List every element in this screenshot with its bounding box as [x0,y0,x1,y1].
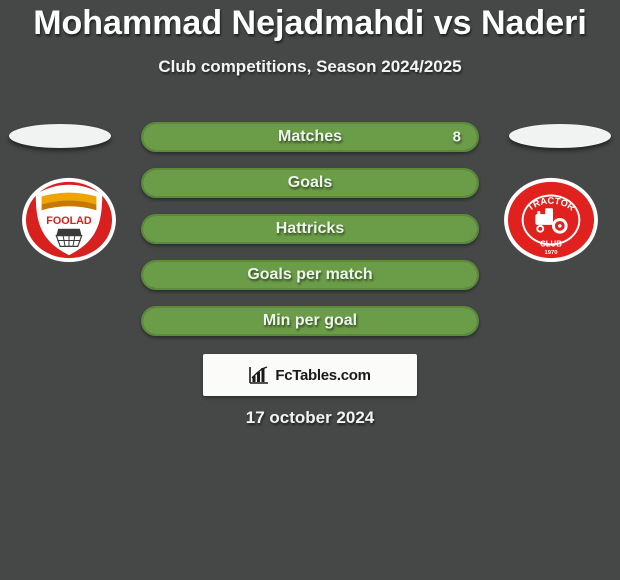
bar-chart-icon [249,366,269,384]
stat-rows: Matches 8 Goals Hattricks Goals per matc… [0,122,620,352]
stat-row-gpm: Goals per match [141,260,479,290]
stat-row-matches: Matches 8 [141,122,479,152]
stat-label: Goals [143,174,477,192]
subtitle: Club competitions, Season 2024/2025 [0,57,620,77]
stat-row-hattricks: Hattricks [141,214,479,244]
stat-label: Hattricks [143,220,477,238]
attribution-box: FcTables.com [203,354,417,396]
stat-label: Min per goal [143,312,477,330]
stat-row-mpg: Min per goal [141,306,479,336]
page-title: Mohammad Nejadmahdi vs Naderi [0,0,620,43]
date-text: 17 october 2024 [0,408,620,428]
comparison-card: Mohammad Nejadmahdi vs Naderi Club compe… [0,0,620,580]
stat-label: Matches [143,128,477,146]
stat-label: Goals per match [143,266,477,284]
stat-row-goals: Goals [141,168,479,198]
attribution-text: FcTables.com [275,367,370,384]
stat-value-right: 8 [453,129,461,146]
